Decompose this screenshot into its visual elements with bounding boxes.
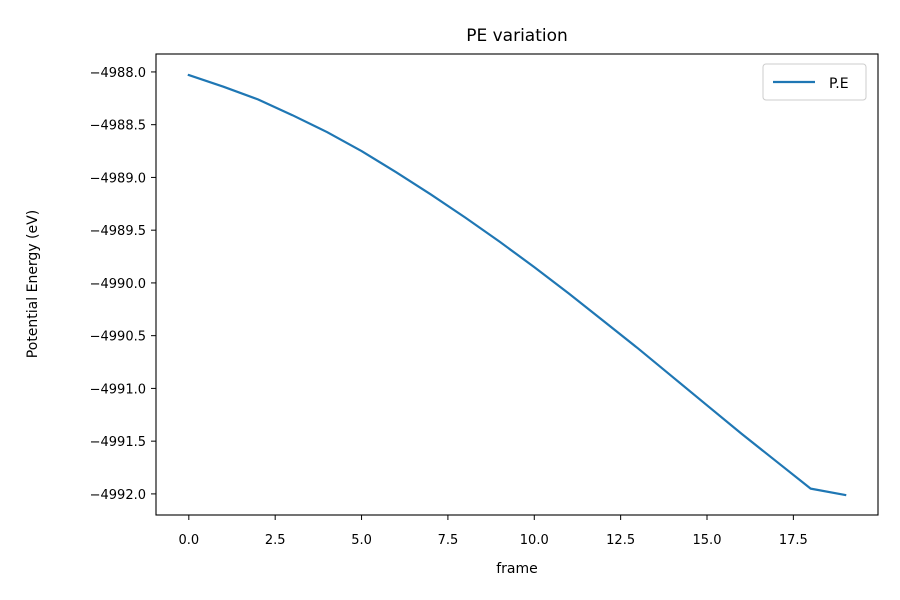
y-tick-label: −4992.0 — [90, 488, 146, 503]
x-tick-label: 12.5 — [606, 533, 635, 548]
y-tick-label: −4988.0 — [90, 66, 146, 81]
chart-title: PE variation — [466, 26, 568, 46]
x-tick-label: 10.0 — [520, 533, 549, 548]
y-tick-label: −4990.0 — [90, 277, 146, 292]
plot-area — [155, 53, 879, 516]
y-tick-label: −4989.5 — [90, 224, 146, 239]
x-tick-label: 0.0 — [178, 533, 199, 548]
y-axis: −4988.0 −4988.5 −4989.0 −4989.5 −4990.0 −4990… — [90, 66, 156, 503]
y-tick-label: −4991.5 — [90, 435, 146, 450]
series-layer — [187, 73, 847, 497]
y-tick-label: −4989.0 — [90, 171, 146, 186]
x-tick-label: 7.5 — [438, 533, 459, 548]
x-tick-label: 15.0 — [693, 533, 722, 548]
legend-label-pe: P.E — [829, 76, 849, 92]
legend: P.E — [762, 63, 867, 101]
y-tick-label: −4988.5 — [90, 119, 146, 134]
x-axis: 0.0 2.5 5.0 7.5 10.0 12.5 15.0 17.5 — [178, 515, 808, 548]
series-line-pe — [187, 73, 847, 497]
x-tick-label: 2.5 — [265, 533, 286, 548]
y-tick-label: −4991.0 — [90, 382, 146, 397]
y-axis-title: Potential Energy (eV) — [25, 210, 41, 358]
x-tick-label: 5.0 — [351, 533, 372, 548]
x-tick-label: 17.5 — [779, 533, 808, 548]
x-axis-title: frame — [496, 561, 538, 577]
y-tick-label: −4990.5 — [90, 330, 146, 345]
